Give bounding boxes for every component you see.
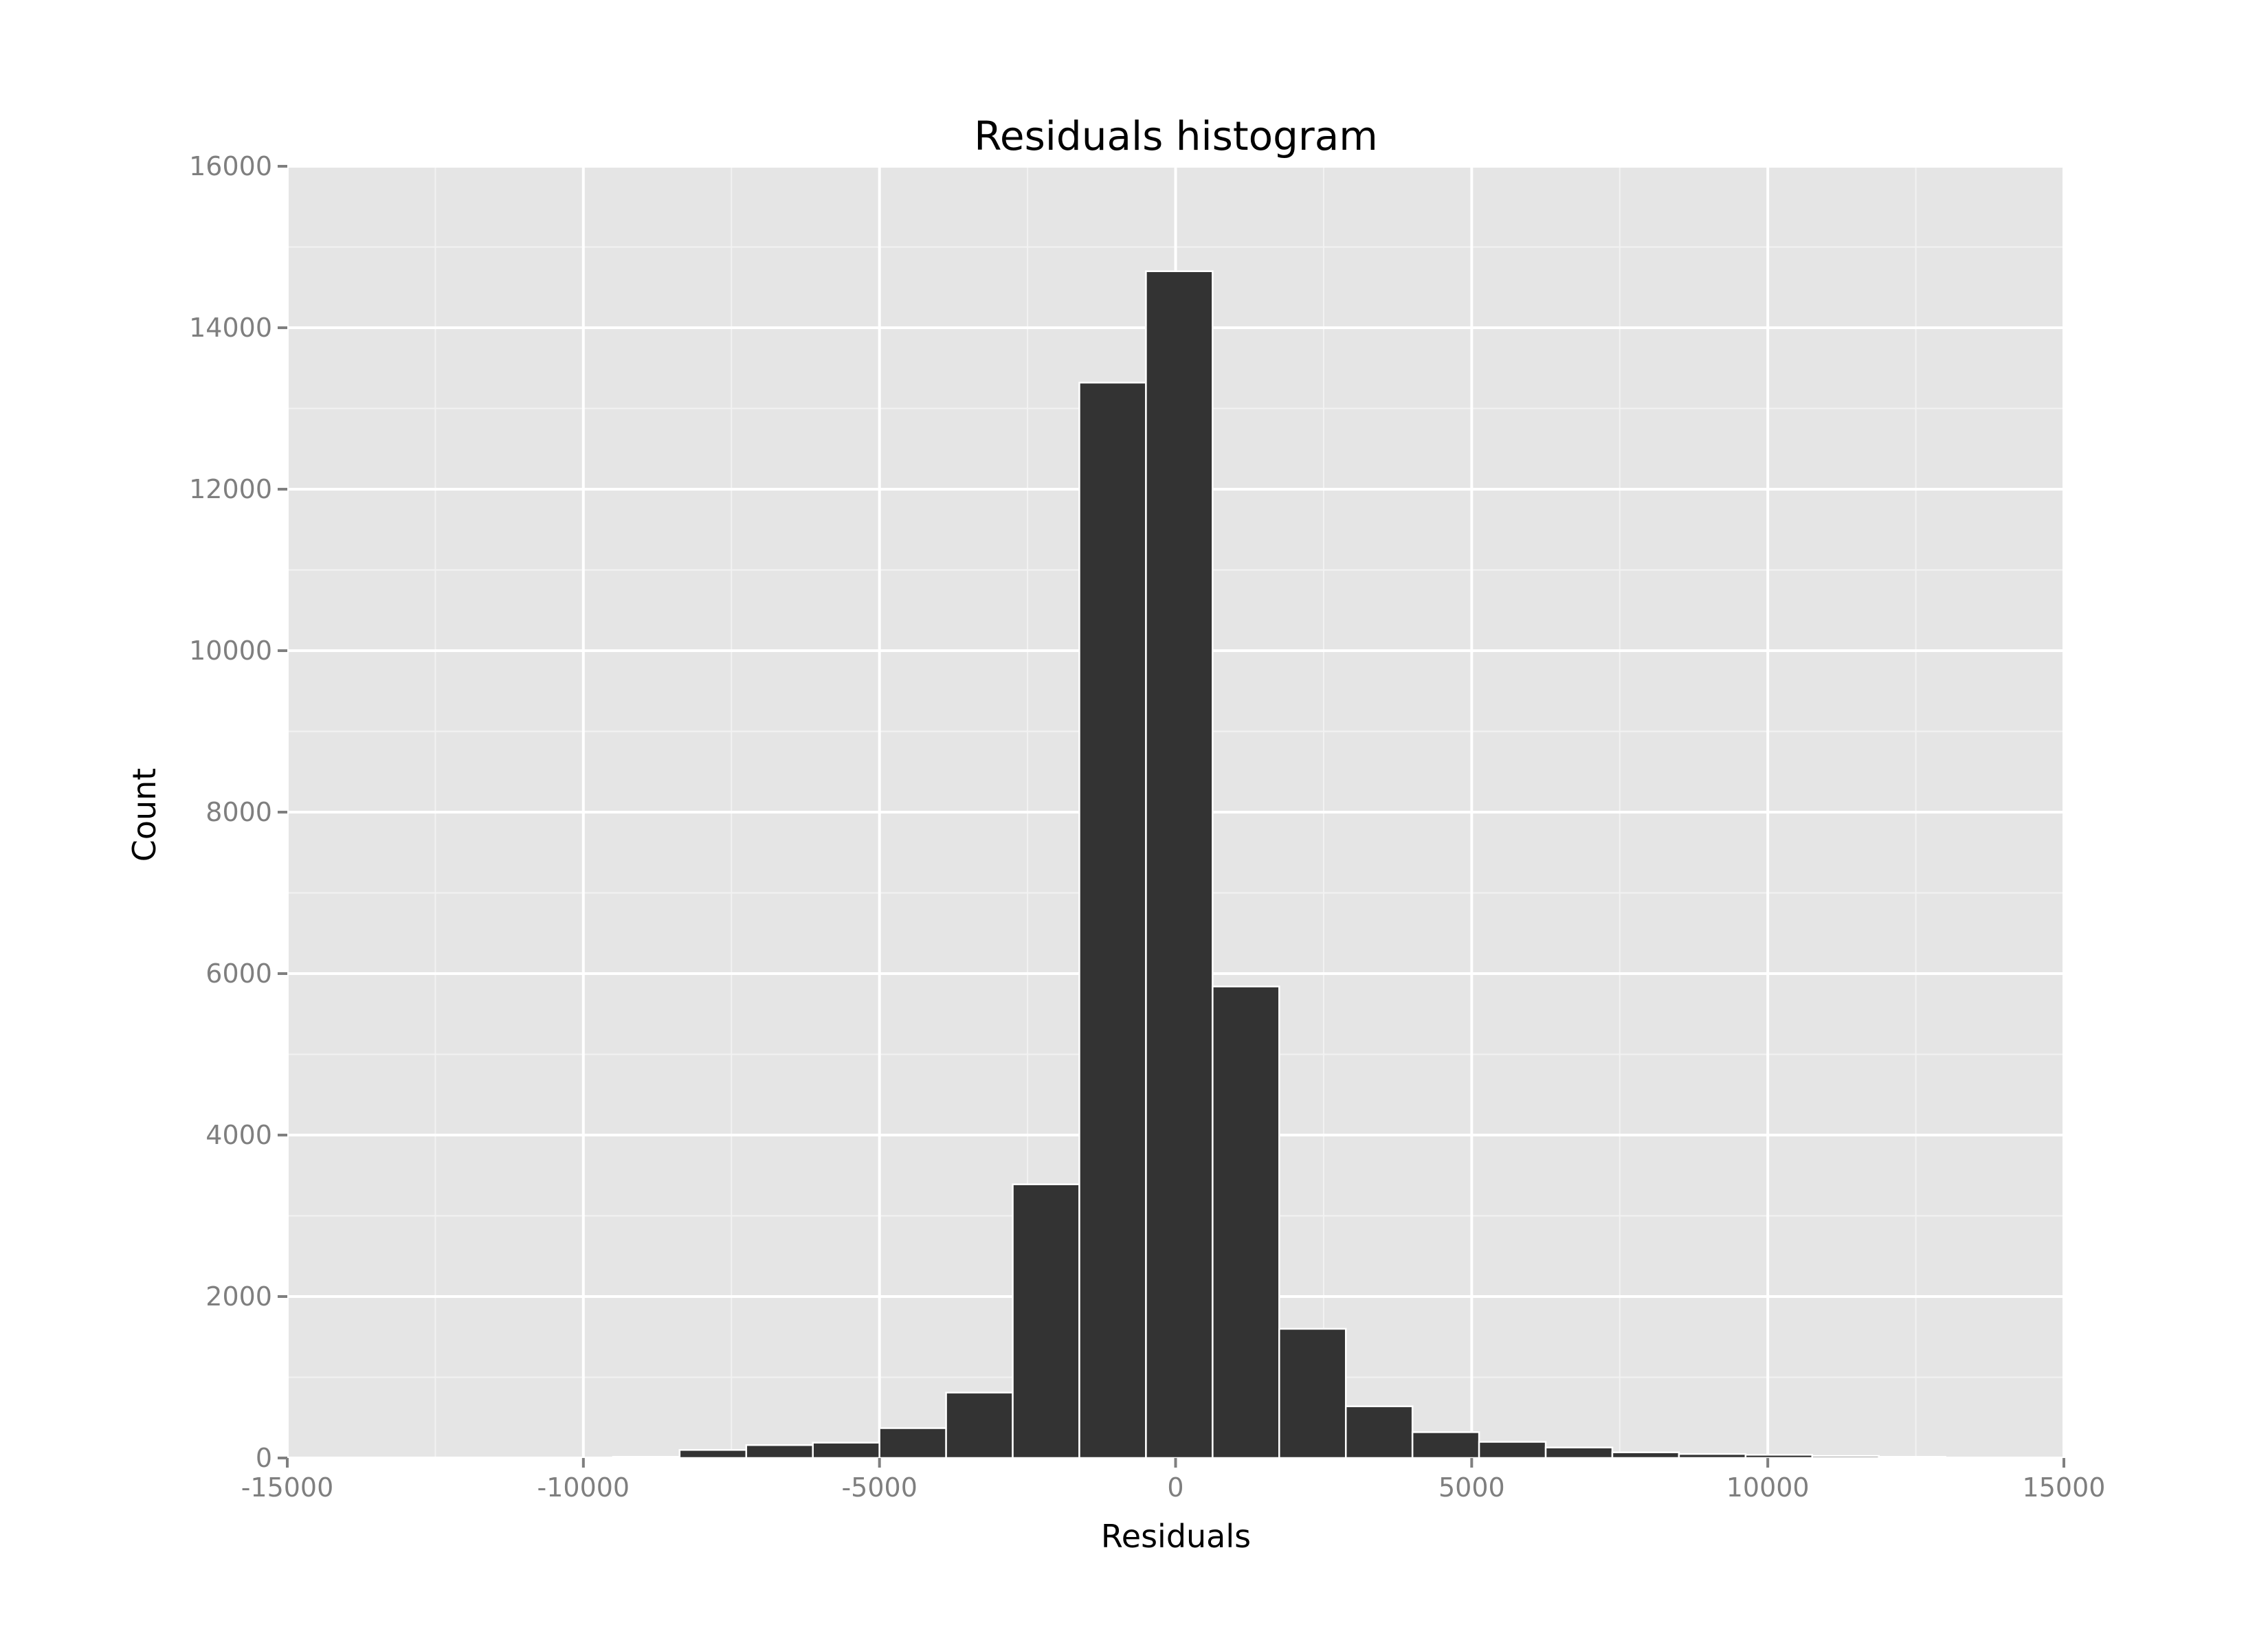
histogram-bar <box>1744 1454 1814 1459</box>
y-tick-label: 8000 <box>205 797 272 827</box>
histogram-bar <box>1012 1183 1080 1459</box>
x-tick-label: 10000 <box>1726 1472 1810 1503</box>
x-tick-label: 0 <box>1167 1472 1183 1503</box>
histogram-bar <box>1878 1455 1946 1459</box>
x-axis-title: Residuals <box>1101 1518 1251 1555</box>
y-tick-label: 6000 <box>205 958 272 989</box>
x-axis-ticks: -15000 -10000 -5000 0 5000 10000 15000 <box>241 1458 2106 1503</box>
y-tick-label: 4000 <box>205 1120 272 1150</box>
chart-title: Residuals histogram <box>974 113 1378 159</box>
histogram-bar <box>1811 1455 1880 1459</box>
x-tick-label: 15000 <box>2023 1472 2106 1503</box>
x-tick-label: -10000 <box>537 1472 630 1503</box>
y-tick-label: 14000 <box>189 313 272 343</box>
y-tick-label: 2000 <box>205 1281 272 1312</box>
y-axis-ticks: 0 2000 4000 6000 8000 10000 12000 14000 16000 <box>189 151 287 1473</box>
histogram-bar <box>878 1427 947 1459</box>
histogram-bars <box>612 270 1946 1459</box>
y-axis-title: Count <box>126 768 163 862</box>
histogram-bar <box>1478 1441 1547 1459</box>
histogram-bar <box>1078 381 1147 1459</box>
histogram-bar <box>1678 1452 1747 1459</box>
histogram-bar <box>1344 1405 1414 1459</box>
histogram-bar <box>812 1442 880 1459</box>
y-tick-label: 16000 <box>189 151 272 181</box>
x-tick-label: -5000 <box>841 1472 917 1503</box>
x-tick-label: -15000 <box>241 1472 334 1503</box>
histogram-bar <box>1278 1327 1347 1459</box>
histogram-bar <box>1611 1451 1680 1459</box>
histogram-bar <box>1145 270 1214 1459</box>
histogram-bar <box>612 1455 681 1459</box>
y-tick-label: 10000 <box>189 636 272 666</box>
histogram-bar <box>945 1391 1014 1459</box>
y-tick-label: 12000 <box>189 474 272 504</box>
histogram-bar <box>1411 1431 1480 1459</box>
histogram-bar <box>678 1449 748 1459</box>
histogram-bar <box>745 1444 814 1459</box>
histogram-bar <box>1212 985 1280 1459</box>
histogram-bar <box>1544 1446 1614 1459</box>
y-tick-label: 0 <box>256 1443 272 1473</box>
x-tick-label: 5000 <box>1438 1472 1505 1503</box>
